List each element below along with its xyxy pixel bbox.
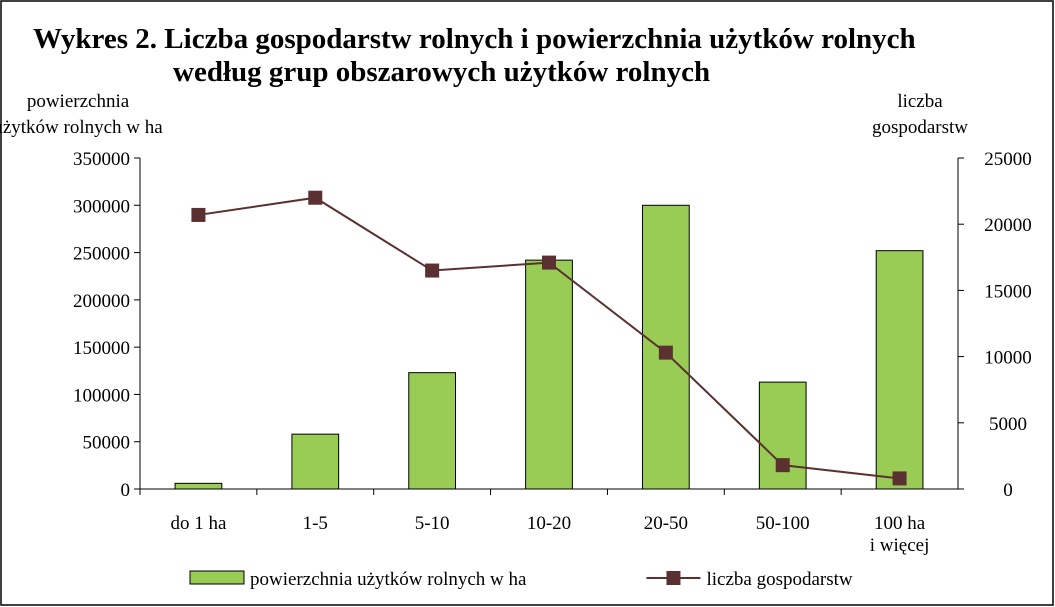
- y2-tick-label: 5000: [989, 414, 1027, 435]
- x-tick-label: do 1 ha: [170, 513, 227, 534]
- bar: [291, 433, 340, 490]
- bar: [408, 372, 457, 490]
- y-tick-label: 200000: [73, 291, 130, 312]
- legend-swatch: [666, 571, 681, 585]
- y-tick-label: 150000: [73, 338, 130, 359]
- line-marker: [892, 471, 907, 486]
- y2-tick-label: 20000: [984, 215, 1032, 236]
- y-tick-label: 50000: [83, 433, 131, 454]
- y2-tick-label: 15000: [984, 281, 1032, 302]
- y2-axis-title: liczba gospodarstw: [872, 91, 968, 138]
- bar: [875, 250, 924, 490]
- line-marker: [775, 458, 790, 473]
- y-axis-title: powierzchnia użytków rolnych w ha: [0, 91, 163, 138]
- line-marker: [542, 255, 556, 270]
- chart-title: Wykres 2. Liczba gospodarstw rolnych i p…: [33, 23, 916, 88]
- x-tick-label: 100 ha i więcej: [870, 513, 930, 556]
- x-tick-label: 20-50: [644, 513, 688, 534]
- y2-tick-label: 25000: [984, 149, 1032, 170]
- bar: [758, 381, 807, 490]
- line-marker: [658, 345, 673, 360]
- line-marker: [191, 207, 206, 222]
- bar: [525, 259, 573, 490]
- legend-label: liczba gospodarstw: [706, 569, 852, 590]
- y-tick-label: 250000: [73, 244, 130, 265]
- line-marker: [425, 263, 440, 278]
- y-tick-label: 350000: [73, 149, 130, 170]
- bar: [174, 482, 223, 490]
- y2-tick-label: 10000: [984, 348, 1032, 369]
- y-tick-label: 300000: [73, 196, 130, 217]
- x-tick-label: 1-5: [303, 513, 328, 534]
- legend-label: powierzchnia użytków rolnych w ha: [250, 569, 527, 590]
- x-tick-label: 50-100: [756, 513, 810, 534]
- y-tick-label: 100000: [73, 385, 130, 406]
- line-marker: [308, 190, 323, 205]
- y2-tick-label: 0: [1003, 480, 1013, 501]
- y-tick-label: 0: [121, 480, 131, 501]
- x-tick-label: 5-10: [415, 513, 450, 534]
- x-tick-label: 10-20: [527, 513, 571, 534]
- legend-swatch: [189, 570, 245, 585]
